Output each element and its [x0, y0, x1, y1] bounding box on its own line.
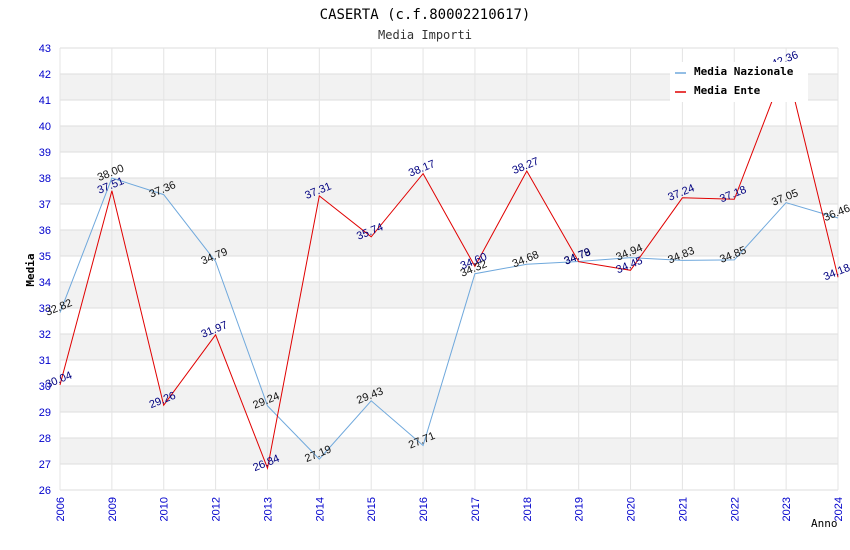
- grid-band: [60, 360, 838, 386]
- y-tick-label: 38: [39, 173, 51, 185]
- legend-item-media-ente: Media Ente: [694, 84, 761, 97]
- y-tick-label: 26: [39, 485, 51, 497]
- grid-band: [60, 386, 838, 412]
- x-tick-label: 2024: [833, 497, 845, 521]
- gridlines: [59, 47, 839, 491]
- x-axis-ticks: 2006 2009 2010 2012 2013 2014 2015 2016 2017 2018…: [55, 497, 845, 521]
- x-tick-label: 2021: [677, 497, 689, 521]
- x-tick-label: 2018: [522, 497, 534, 521]
- legend-item-media-nazionale: Media Nazionale: [694, 65, 794, 78]
- y-tick-label: 32: [39, 329, 51, 341]
- x-tick-label: 2010: [159, 497, 171, 521]
- x-tick-label: 2014: [314, 497, 326, 521]
- x-tick-label: 2009: [107, 497, 119, 521]
- grid-band: [60, 308, 838, 334]
- series-line-media-ente: [59, 62, 839, 471]
- y-tick-label: 39: [39, 147, 51, 159]
- grid-band: [60, 100, 838, 126]
- y-tick-label: 40: [39, 121, 51, 133]
- y-tick-label: 41: [39, 95, 51, 107]
- y-tick-label: 27: [39, 459, 51, 471]
- chart-subtitle: Media Importi: [378, 28, 472, 42]
- x-tick-label: 2015: [366, 497, 378, 521]
- x-axis-label: Anno: [811, 517, 838, 530]
- y-tick-label: 28: [39, 433, 51, 445]
- x-tick-label: 2022: [729, 497, 741, 521]
- x-tick-label: 2016: [418, 497, 430, 521]
- y-tick-label: 35: [39, 251, 51, 263]
- series-line-media-nazionale: [59, 177, 839, 460]
- x-tick-label: 2017: [470, 497, 482, 521]
- x-tick-label: 2023: [781, 497, 793, 521]
- grid-band: [60, 464, 838, 490]
- y-axis-ticks: 26 27 28 29 30 31 32 33 34 35 36 37 38 39 40 41 42 43: [39, 43, 51, 497]
- grid-band: [60, 412, 838, 438]
- y-tick-label: 30: [39, 381, 51, 393]
- legend: Media Nazionale Media Ente: [670, 62, 808, 102]
- grid-bands: [60, 48, 838, 490]
- y-tick-label: 34: [39, 277, 51, 289]
- y-tick-label: 31: [39, 355, 51, 367]
- y-tick-label: 37: [39, 199, 51, 211]
- grid-band: [60, 178, 838, 204]
- y-tick-label: 33: [39, 303, 51, 315]
- grid-band: [60, 230, 838, 256]
- x-tick-label: 2020: [626, 497, 638, 521]
- legend-box: [670, 62, 808, 102]
- series-layer: [59, 62, 839, 471]
- y-tick-label: 36: [39, 225, 51, 237]
- grid-band: [60, 438, 838, 464]
- grid-band: [60, 334, 838, 360]
- y-axis-label: Media: [24, 253, 37, 286]
- grid-band: [60, 126, 838, 152]
- x-tick-label: 2006: [55, 497, 67, 521]
- grid-band: [60, 152, 838, 178]
- grid-band: [60, 282, 838, 308]
- chart-title: CASERTA (c.f.80002210617): [320, 7, 531, 23]
- y-tick-label: 29: [39, 407, 51, 419]
- x-tick-label: 2019: [574, 497, 586, 521]
- grid-band: [60, 204, 838, 230]
- x-tick-label: 2012: [211, 497, 223, 521]
- y-tick-label: 42: [39, 69, 51, 81]
- x-tick-label: 2013: [262, 497, 274, 521]
- y-tick-label: 43: [39, 43, 51, 55]
